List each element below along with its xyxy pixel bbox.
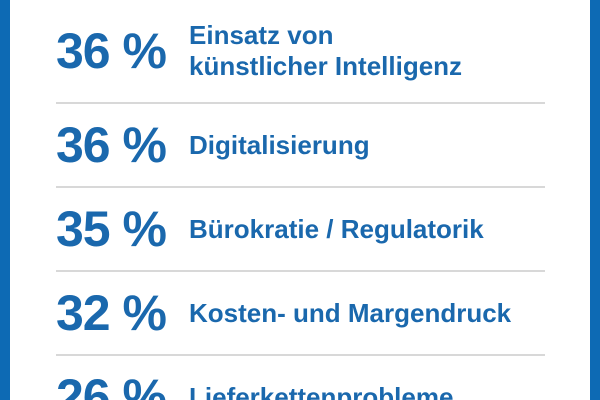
- stat-row-ai: 36 % Einsatz von künstlicher Intelligenz: [56, 0, 545, 102]
- stat-value: 36 %: [56, 23, 167, 79]
- stat-row-lieferketten: 26 % Lieferkettenprobleme: [56, 354, 545, 400]
- stat-label: Einsatz von künstlicher Intelligenz: [189, 20, 463, 81]
- right-border-bar: [590, 0, 600, 400]
- stat-value: 26 %: [56, 369, 167, 400]
- stat-row-kosten: 32 % Kosten- und Margendruck: [56, 270, 545, 354]
- stats-list: 36 % Einsatz von künstlicher Intelligenz…: [56, 0, 545, 400]
- stat-value: 35 %: [56, 201, 167, 257]
- left-border-bar: [0, 0, 10, 400]
- stat-label: Bürokratie / Regulatorik: [189, 213, 484, 244]
- stat-label: Digitalisierung: [189, 129, 370, 160]
- stat-value: 36 %: [56, 117, 167, 173]
- stat-label: Lieferkettenprobleme: [189, 381, 454, 400]
- stat-row-digitalisierung: 36 % Digitalisierung: [56, 102, 545, 186]
- stat-label: Kosten- und Margendruck: [189, 297, 512, 328]
- stat-row-buerokratie: 35 % Bürokratie / Regulatorik: [56, 186, 545, 270]
- stat-value: 32 %: [56, 285, 167, 341]
